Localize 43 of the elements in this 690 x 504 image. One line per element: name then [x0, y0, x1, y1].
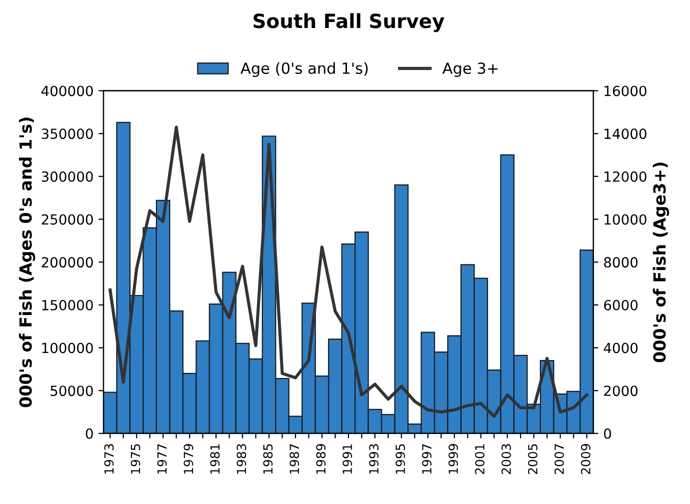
- y-axis-title: 000's of Fish (Ages 0's and 1's): [18, 118, 36, 408]
- y2-tick-label: 12000: [604, 171, 646, 182]
- y2-tick-label: 2000: [604, 386, 638, 396]
- x-tick-label: 1975: [130, 444, 140, 474]
- x-tick-label: 1979: [184, 444, 194, 474]
- x-tick-label: 1987: [290, 444, 300, 474]
- x-tick-label: 2001: [475, 444, 484, 474]
- y2-tick-label: 0: [604, 428, 612, 439]
- x-tick-label: 1983: [236, 444, 246, 474]
- y2-tick-label: 8000: [604, 257, 638, 268]
- line-series: [108, 126, 588, 418]
- chart-title: South Fall Survey: [254, 13, 444, 32]
- y2-axis-title: 000's of Fish (Age3+): [652, 162, 670, 362]
- x-tick-label: 1977: [157, 444, 167, 474]
- y-tick-label: 50000: [50, 386, 93, 396]
- y-tick-label: 150000: [42, 300, 93, 310]
- y-tick-label: 250000: [42, 214, 93, 225]
- legend-label: Age 3+: [442, 62, 498, 77]
- y-tick-label: 400000: [41, 86, 93, 96]
- x-tick-label: 1973: [104, 444, 114, 474]
- x-tick-label: 2003: [502, 444, 511, 474]
- x-tick-label: 1991: [342, 444, 352, 474]
- x-tick-label: 1995: [396, 444, 406, 474]
- x-tick-label: 2007: [554, 444, 564, 474]
- x-tick-label: 1993: [369, 444, 379, 474]
- y2-tick-label: 4000: [604, 342, 638, 354]
- y-tick-label: 200000: [42, 257, 93, 268]
- y-tick-label: 350000: [42, 128, 93, 140]
- y-tick-label: 0: [86, 428, 93, 439]
- y-tick-label: 300000: [42, 171, 93, 182]
- y2-tick-label: 10000: [604, 214, 646, 225]
- x-tick-label: 2009: [580, 444, 590, 474]
- y2-tick-label: 6000: [604, 300, 638, 310]
- y2-tick-label: 14000: [604, 128, 646, 140]
- legend-label: Age (0's and 1's): [240, 62, 368, 77]
- x-tick-label: 2005: [528, 444, 538, 474]
- y-tick-label: 100000: [42, 342, 93, 354]
- x-tick-label: 1997: [422, 444, 432, 474]
- x-tick-label: 1985: [263, 444, 273, 474]
- y2-tick-label: 16000: [604, 86, 646, 96]
- x-tick-label: 1999: [448, 444, 458, 474]
- x-tick-label: 1981: [210, 444, 220, 474]
- x-tick-label: 1989: [316, 444, 326, 474]
